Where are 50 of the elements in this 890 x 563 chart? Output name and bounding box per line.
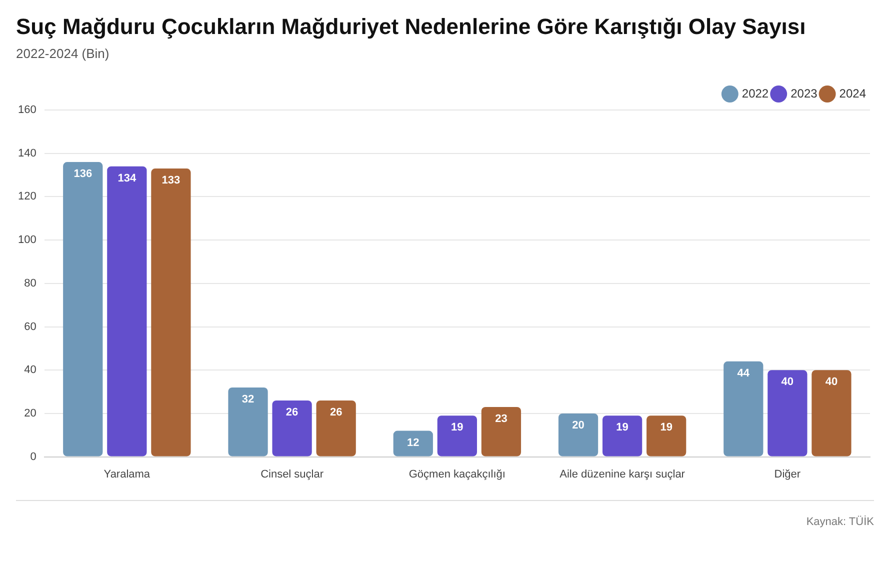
data-label: 19 — [660, 422, 672, 434]
chart-title: Suç Mağduru Çocukların Mağduriyet Nedenlerine Göre Karıştığı Olay Sayısı — [16, 14, 806, 40]
chart-subtitle: 2022-2024 (Bin) — [16, 46, 110, 61]
data-label: 133 — [162, 174, 180, 187]
legend-label: 2024 — [839, 86, 866, 100]
data-label: 44 — [737, 367, 750, 380]
bar — [151, 168, 191, 456]
x-tick-label: Göçmen kaçakçılığı — [408, 468, 506, 480]
y-tick-label: 60 — [24, 320, 36, 333]
bar — [558, 413, 598, 456]
bar — [724, 361, 764, 456]
data-label: 136 — [74, 168, 92, 180]
y-tick-label: 40 — [24, 364, 36, 376]
y-tick-label: 120 — [18, 190, 36, 203]
bar — [63, 162, 103, 456]
x-tick-label: Aile düzenine karşı suçlar — [560, 468, 686, 480]
bar — [812, 370, 852, 456]
bar — [481, 406, 522, 456]
y-tick-label: 100 — [18, 234, 36, 246]
y-tick-label: 160 — [18, 104, 36, 116]
y-tick-label: 0 — [30, 450, 36, 463]
x-tick-label: Diğer — [774, 468, 801, 480]
bar — [768, 370, 808, 456]
y-tick-label: 80 — [24, 277, 36, 290]
bar — [437, 416, 477, 456]
legend-label: 2023 — [790, 86, 818, 100]
data-label: 20 — [572, 419, 584, 432]
bar — [228, 387, 268, 456]
bar — [107, 166, 147, 456]
x-tick-label: Yaralama — [104, 468, 151, 480]
data-label: 32 — [242, 393, 254, 406]
y-tick-label: 20 — [24, 407, 36, 420]
x-tick-label: Cinsel suçlar — [260, 468, 324, 480]
bar — [602, 416, 642, 456]
data-label: 134 — [118, 172, 137, 184]
data-label: 40 — [781, 376, 794, 388]
data-label: 19 — [451, 422, 464, 434]
data-label: 26 — [286, 406, 298, 418]
data-label: 40 — [825, 376, 838, 388]
y-tick-label: 140 — [18, 147, 36, 160]
data-label: 23 — [495, 412, 508, 425]
bar — [272, 400, 312, 456]
legend-label: 2022 — [742, 86, 769, 100]
data-label: 12 — [407, 436, 420, 449]
bar — [393, 430, 433, 456]
bar — [646, 416, 686, 456]
text: Kaynak: TÜİK — [805, 515, 874, 529]
data-label: 26 — [330, 406, 342, 418]
data-label: 19 — [616, 422, 628, 434]
bar — [316, 400, 356, 456]
